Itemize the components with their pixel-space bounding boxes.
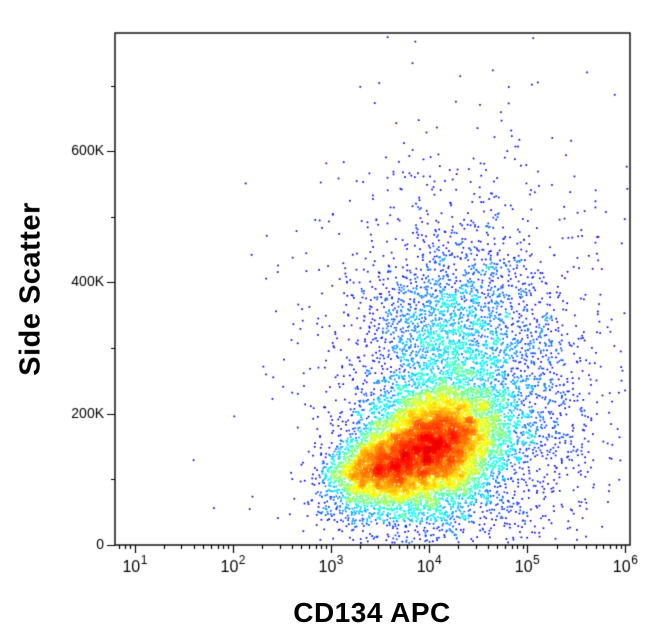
y-axis-title: Side Scatter: [14, 202, 47, 376]
x-axis-title: CD134 APC: [293, 597, 451, 628]
